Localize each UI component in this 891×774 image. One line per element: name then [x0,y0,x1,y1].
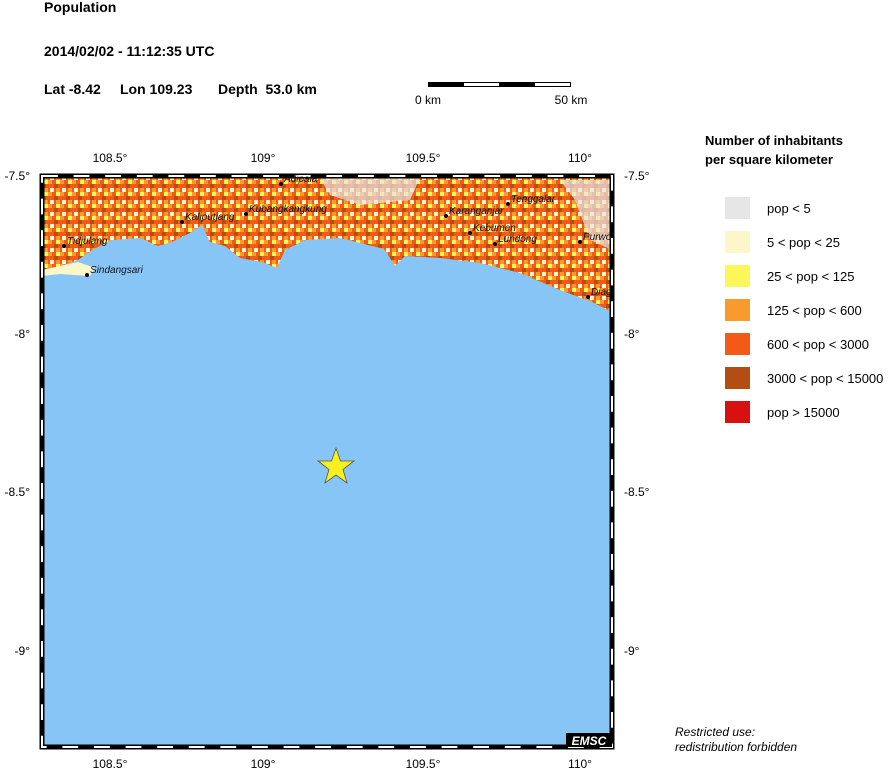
y-axis-label: -7.5° [624,169,650,183]
city-label: Kebumen [473,223,516,234]
city-dot [85,273,89,277]
y-axis-label: -8.5° [5,485,31,499]
city-dot [244,212,248,216]
notice: redistribution forbidden [675,740,797,754]
y-axis-label: -8° [15,327,31,341]
legend-title: per square kilometer [705,152,833,167]
lon: Lon 109.23 [120,81,193,97]
y-axis-label: -9° [15,644,31,658]
legend-swatch [725,197,750,219]
city-dot [506,202,510,206]
city-label: Adipala [283,174,318,185]
city-label: Tenggalar [511,194,556,205]
x-axis-label: 109.5° [406,757,441,769]
x-axis-label: 108.5° [93,151,128,165]
legend-label: pop > 15000 [767,405,840,420]
credit: EMSC [572,734,607,748]
city-dot [180,220,184,224]
legend-swatch [725,231,750,253]
legend-label: 125 < pop < 600 [767,303,862,318]
epicenter [316,446,356,485]
x-axis-label: 110° [568,151,592,165]
legend-label: 600 < pop < 3000 [767,337,869,352]
x-axis-label: 108.5° [93,757,128,769]
scale-bar: 0 km 50 km [415,82,587,107]
scale-start: 0 km [415,93,441,107]
city-dot [279,182,283,186]
city-label: Kubangkangkung [249,204,327,215]
land-light [320,178,612,250]
legend-label: pop < 5 [767,201,811,216]
city-dot [586,295,590,299]
city-label: Karanganjar [449,206,504,217]
legend-swatch [725,265,750,287]
y-axis-label: -7.5° [5,169,31,183]
legend-swatch [725,333,750,355]
city-dot [62,244,66,248]
city-label: Sindangsari [90,265,144,276]
city-label: Diag [591,287,612,298]
legend-label: 5 < pop < 25 [767,235,840,250]
land [42,176,612,312]
legend-label: 3000 < pop < 15000 [767,371,883,386]
title: Population [44,0,116,15]
land-peninsula [42,262,95,276]
city-label: Tidjulang [67,236,108,247]
x-axis-label: 109.5° [406,151,441,165]
city-label: Lundong [498,234,537,245]
x-axis-label: 109° [251,151,276,165]
depth: Depth 53.0 km [218,81,317,97]
legend-label: 25 < pop < 125 [767,269,854,284]
notice: Restricted use: [675,725,755,739]
legend-swatch [725,401,750,423]
legend-swatch [725,367,750,389]
city-dot [578,240,582,244]
legend-swatch [725,299,750,321]
x-axis-label: 109° [251,757,276,769]
x-axis-label: 110° [568,757,592,769]
city-label: Purwo [583,232,612,243]
city-dot [493,242,497,246]
city-label: Kaliputjang [185,212,235,223]
y-axis-label: -8.5° [624,485,650,499]
y-axis-label: -8° [624,327,640,341]
y-axis-label: -9° [624,644,640,658]
lat: Lat -8.42 [44,81,101,97]
city-dot [444,214,448,218]
city-dot [468,231,472,235]
scale-end: 50 km [555,93,588,107]
datetime: 2014/02/02 - 11:12:35 UTC [44,43,214,59]
legend-title: Number of inhabitants [705,133,843,148]
